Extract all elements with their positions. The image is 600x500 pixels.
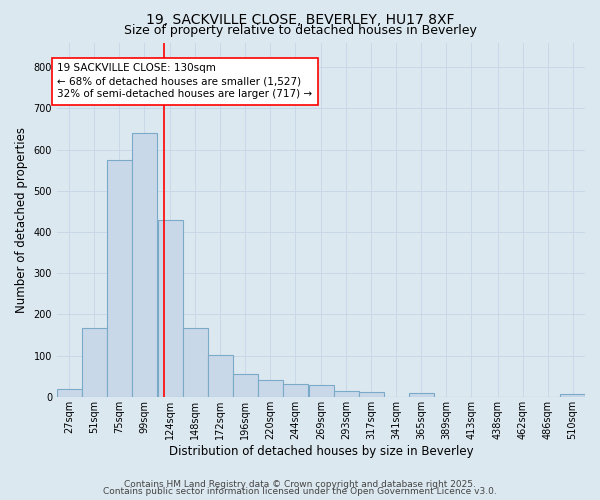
Bar [258, 380, 283, 397]
Bar [560, 394, 585, 397]
Text: 19, SACKVILLE CLOSE, BEVERLEY, HU17 8XF: 19, SACKVILLE CLOSE, BEVERLEY, HU17 8XF [146, 12, 454, 26]
Text: Contains HM Land Registry data © Crown copyright and database right 2025.: Contains HM Land Registry data © Crown c… [124, 480, 476, 489]
Text: 19 SACKVILLE CLOSE: 130sqm
← 68% of detached houses are smaller (1,527)
32% of s: 19 SACKVILLE CLOSE: 130sqm ← 68% of deta… [58, 63, 313, 100]
Bar [283, 384, 308, 397]
Bar [309, 385, 334, 397]
Y-axis label: Number of detached properties: Number of detached properties [15, 126, 28, 312]
Bar [233, 374, 258, 397]
Bar [359, 392, 384, 397]
Bar [334, 392, 359, 397]
Bar [183, 328, 208, 397]
Text: Contains public sector information licensed under the Open Government Licence v3: Contains public sector information licen… [103, 487, 497, 496]
Bar [107, 160, 132, 397]
Bar [208, 355, 233, 397]
Bar [132, 133, 157, 397]
Bar [409, 393, 434, 397]
Bar [158, 220, 183, 397]
Bar [82, 328, 107, 397]
Bar [57, 390, 82, 397]
Text: Size of property relative to detached houses in Beverley: Size of property relative to detached ho… [124, 24, 476, 37]
X-axis label: Distribution of detached houses by size in Beverley: Distribution of detached houses by size … [169, 444, 473, 458]
